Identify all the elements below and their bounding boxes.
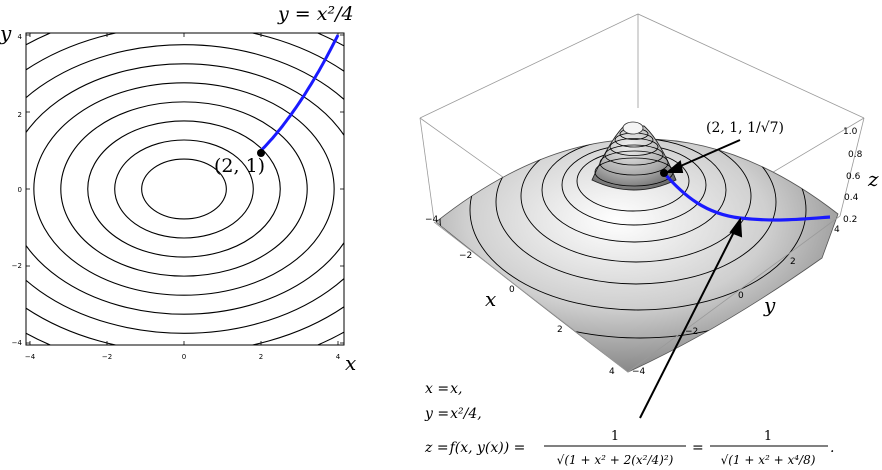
y-axis-label-3d: y bbox=[763, 293, 776, 317]
equation-end: . bbox=[830, 440, 834, 456]
equation-line-1: x =x, bbox=[425, 381, 462, 397]
x-tick-label: −4 bbox=[25, 353, 36, 361]
contour-ellipse bbox=[26, 33, 344, 345]
y-tick-3d: 2 bbox=[790, 257, 796, 267]
x-axis-label: x bbox=[345, 351, 356, 375]
plot-frame bbox=[25, 32, 345, 346]
y-tick-label: 2 bbox=[18, 111, 22, 119]
x-tick-3d: −2 bbox=[459, 251, 472, 261]
x-tick-3d: 0 bbox=[509, 285, 515, 295]
y-tick-3d: 4 bbox=[834, 225, 840, 235]
plot-ticks bbox=[26, 33, 344, 345]
contour-plot: (2, 1) y = x²/4 y x −4 −2 0 2 4 4 2 0 −2… bbox=[0, 3, 356, 375]
surface-point-marker bbox=[660, 169, 668, 177]
fraction-2-denominator: √(1 + x² + x⁴/8) bbox=[721, 453, 816, 467]
point-label: (2, 1) bbox=[214, 155, 265, 177]
peak-cap bbox=[622, 121, 644, 135]
x-tick-label: 4 bbox=[336, 353, 341, 361]
y-tick-label: −2 bbox=[12, 262, 22, 270]
y-axis-label: y bbox=[0, 21, 12, 45]
y-tick-3d: −2 bbox=[685, 327, 698, 337]
y-tick-3d: −4 bbox=[632, 367, 646, 377]
contour-lines bbox=[26, 33, 344, 345]
contour-ellipse bbox=[26, 44, 344, 334]
contour-ellipse bbox=[114, 139, 254, 239]
surface-plot-3d: (2, 1, 1/√7) x y z −4 −2 0 2 4 −4 −2 0 2… bbox=[419, 13, 879, 419]
y-tick-label: 4 bbox=[18, 33, 23, 41]
x-tick-label: 0 bbox=[182, 353, 186, 361]
z-tick-3d: 0.2 bbox=[843, 215, 857, 225]
annotation-arrows bbox=[639, 139, 743, 419]
contour-ellipse bbox=[141, 158, 227, 220]
x-tick-3d: −4 bbox=[425, 215, 439, 225]
equation-block: x =x, y =x²/4, z =f(x, y(x)) = 1 √(1 + x… bbox=[424, 381, 834, 467]
fraction-1-denominator: √(1 + x² + 2(x²/4)²) bbox=[557, 453, 674, 467]
point-marker bbox=[257, 149, 265, 157]
contour-ellipse bbox=[26, 63, 344, 315]
z-axis-label-3d: z bbox=[867, 167, 879, 191]
x-tick-label: 2 bbox=[259, 353, 263, 361]
surface-point-label: (2, 1, 1/√7) bbox=[706, 120, 784, 136]
fraction-1-numerator: 1 bbox=[611, 429, 619, 444]
y-tick-3d: 0 bbox=[738, 291, 744, 301]
contour-ellipse bbox=[26, 33, 344, 345]
equation-line-3: z =f(x, y(x)) = bbox=[424, 440, 525, 456]
z-tick-3d: 0.4 bbox=[844, 193, 859, 203]
z-tick-3d: 0.6 bbox=[846, 172, 861, 182]
equals-sign: = bbox=[692, 440, 704, 456]
x-tick-3d: 4 bbox=[609, 367, 615, 377]
bounding-box-front bbox=[433, 215, 841, 373]
surface-curve bbox=[662, 171, 831, 222]
contour-ellipse bbox=[33, 82, 335, 296]
x-axis-label-3d: x bbox=[485, 287, 496, 311]
x-tick-3d: 2 bbox=[557, 325, 563, 335]
y-tick-label: 0 bbox=[18, 186, 22, 194]
curve-label: y = x²/4 bbox=[277, 3, 354, 25]
z-tick-3d: 1.0 bbox=[843, 127, 858, 137]
fraction-2-numerator: 1 bbox=[764, 429, 772, 444]
x-tick-label: −2 bbox=[102, 353, 112, 361]
contour-ellipse bbox=[60, 101, 308, 277]
contour-ellipse bbox=[87, 120, 281, 258]
equation-line-2: y =x²/4, bbox=[424, 406, 482, 422]
y-tick-label: −4 bbox=[12, 339, 23, 347]
parabola-curve bbox=[259, 34, 340, 152]
z-tick-3d: 0.8 bbox=[848, 150, 863, 160]
